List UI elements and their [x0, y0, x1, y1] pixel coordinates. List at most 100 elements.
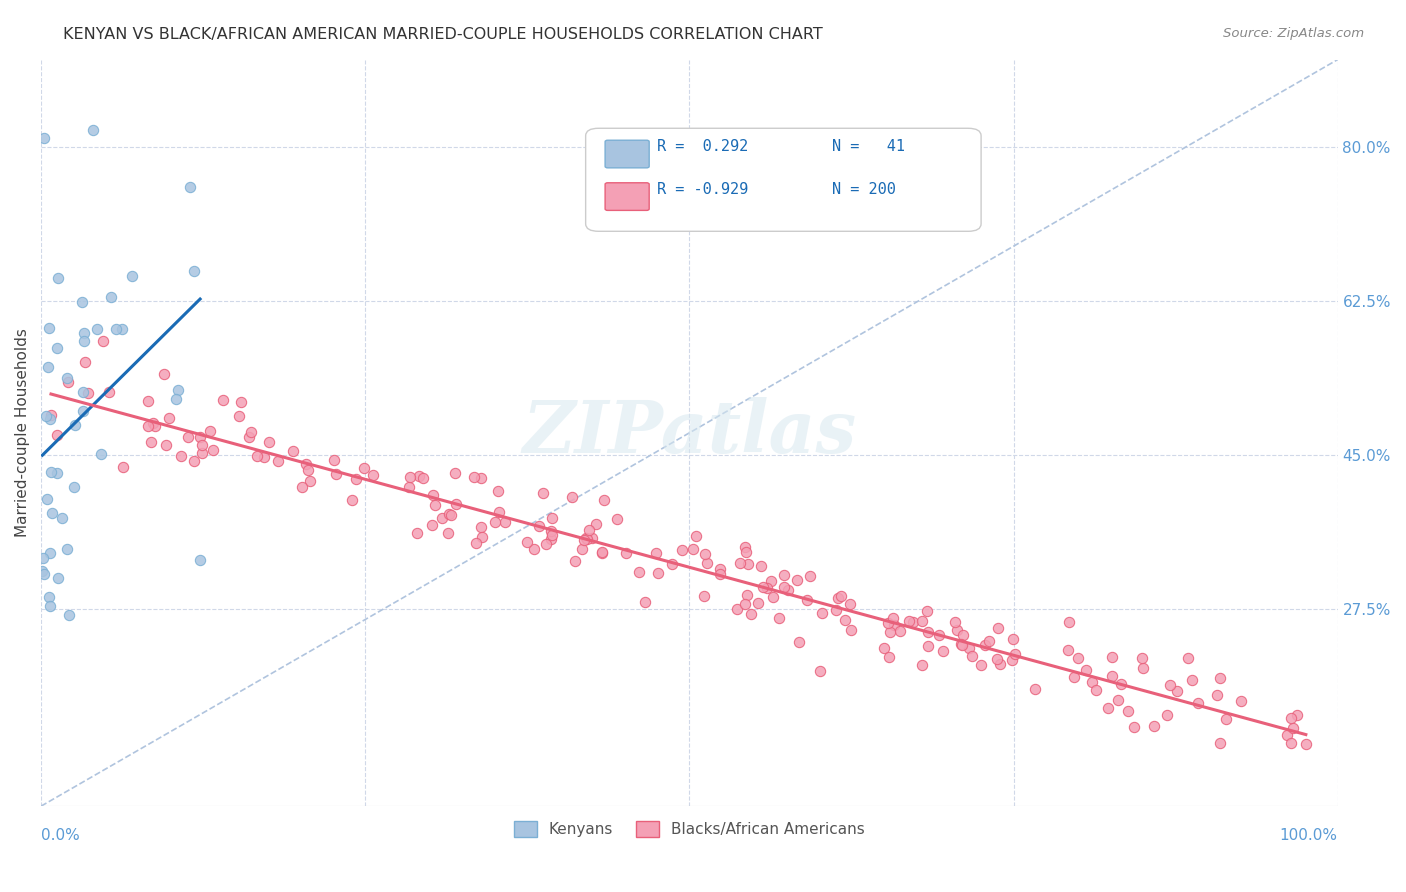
Point: [439, 508, 461, 522]
Point: [749, 559, 772, 574]
Point: [470, 520, 492, 534]
Point: [1074, 663, 1097, 677]
Point: [634, 595, 657, 609]
Point: [38, 591, 60, 605]
Point: [177, 429, 200, 443]
Point: [200, 424, 222, 438]
Point: [139, 434, 162, 449]
Point: [246, 449, 269, 463]
Point: [1024, 681, 1046, 696]
Point: [772, 568, 794, 582]
Text: 0.0%: 0.0%: [41, 828, 80, 843]
Point: [39, 599, 62, 613]
Point: [986, 652, 1008, 666]
Point: [1277, 728, 1299, 742]
Point: [46, 571, 69, 585]
Point: [787, 634, 810, 648]
Point: [51, 510, 73, 524]
Point: [761, 574, 783, 588]
Point: [55, 370, 77, 384]
Point: [529, 518, 551, 533]
Point: [811, 606, 834, 620]
Point: [946, 624, 969, 638]
Point: [91, 334, 114, 348]
Point: [183, 263, 205, 277]
Text: N =   41: N = 41: [832, 139, 905, 154]
Point: [39, 408, 62, 422]
Point: [786, 573, 808, 587]
Point: [56, 541, 79, 556]
Point: [1206, 688, 1229, 702]
Point: [671, 542, 693, 557]
Point: [143, 419, 166, 434]
Point: [1187, 696, 1209, 710]
Point: [39, 546, 62, 560]
Point: [422, 488, 444, 502]
Point: [1177, 651, 1199, 665]
Point: [693, 547, 716, 561]
Point: [540, 524, 562, 538]
Point: [228, 409, 250, 423]
Point: [796, 592, 818, 607]
Point: [35, 492, 58, 507]
Point: [77, 385, 100, 400]
Point: [46, 427, 69, 442]
Point: [202, 443, 225, 458]
Point: [406, 526, 429, 541]
Point: [464, 536, 486, 550]
Point: [762, 590, 785, 604]
Point: [136, 418, 159, 433]
Point: [188, 430, 211, 444]
Point: [747, 596, 769, 610]
Point: [72, 404, 94, 418]
Point: [915, 604, 938, 618]
Point: [830, 589, 852, 603]
Point: [37, 359, 59, 374]
Point: [412, 471, 434, 485]
Point: [56, 376, 79, 390]
Point: [100, 290, 122, 304]
Point: [45, 466, 67, 480]
Point: [166, 384, 188, 398]
Point: [45, 341, 67, 355]
Point: [46, 270, 69, 285]
Point: [32, 566, 55, 581]
Point: [240, 425, 263, 440]
Point: [911, 657, 934, 672]
Point: [90, 446, 112, 460]
Point: [121, 268, 143, 283]
Point: [105, 322, 128, 336]
Text: R =  0.292: R = 0.292: [657, 139, 748, 154]
Point: [903, 615, 925, 630]
Point: [484, 515, 506, 529]
Point: [952, 627, 974, 641]
Point: [564, 554, 586, 568]
Point: [157, 411, 180, 425]
Point: [297, 463, 319, 477]
Text: Source: ZipAtlas.com: Source: ZipAtlas.com: [1223, 27, 1364, 40]
Point: [799, 569, 821, 583]
Point: [494, 515, 516, 529]
Point: [32, 131, 55, 145]
Point: [1130, 651, 1153, 665]
Point: [523, 541, 546, 556]
Point: [682, 541, 704, 556]
Point: [259, 435, 281, 450]
Point: [988, 657, 1011, 671]
Point: [949, 637, 972, 651]
Point: [578, 523, 600, 537]
Point: [834, 613, 856, 627]
Point: [957, 641, 980, 656]
Text: R = -0.929: R = -0.929: [657, 182, 748, 197]
Point: [190, 438, 212, 452]
Point: [1004, 647, 1026, 661]
Point: [340, 492, 363, 507]
Point: [170, 449, 193, 463]
Text: N = 200: N = 200: [832, 182, 896, 197]
Legend: Kenyans, Blacks/African Americans: Kenyans, Blacks/African Americans: [508, 815, 872, 843]
Point: [179, 180, 201, 194]
Point: [825, 603, 848, 617]
Point: [531, 486, 554, 500]
Point: [685, 528, 707, 542]
Point: [889, 624, 911, 639]
